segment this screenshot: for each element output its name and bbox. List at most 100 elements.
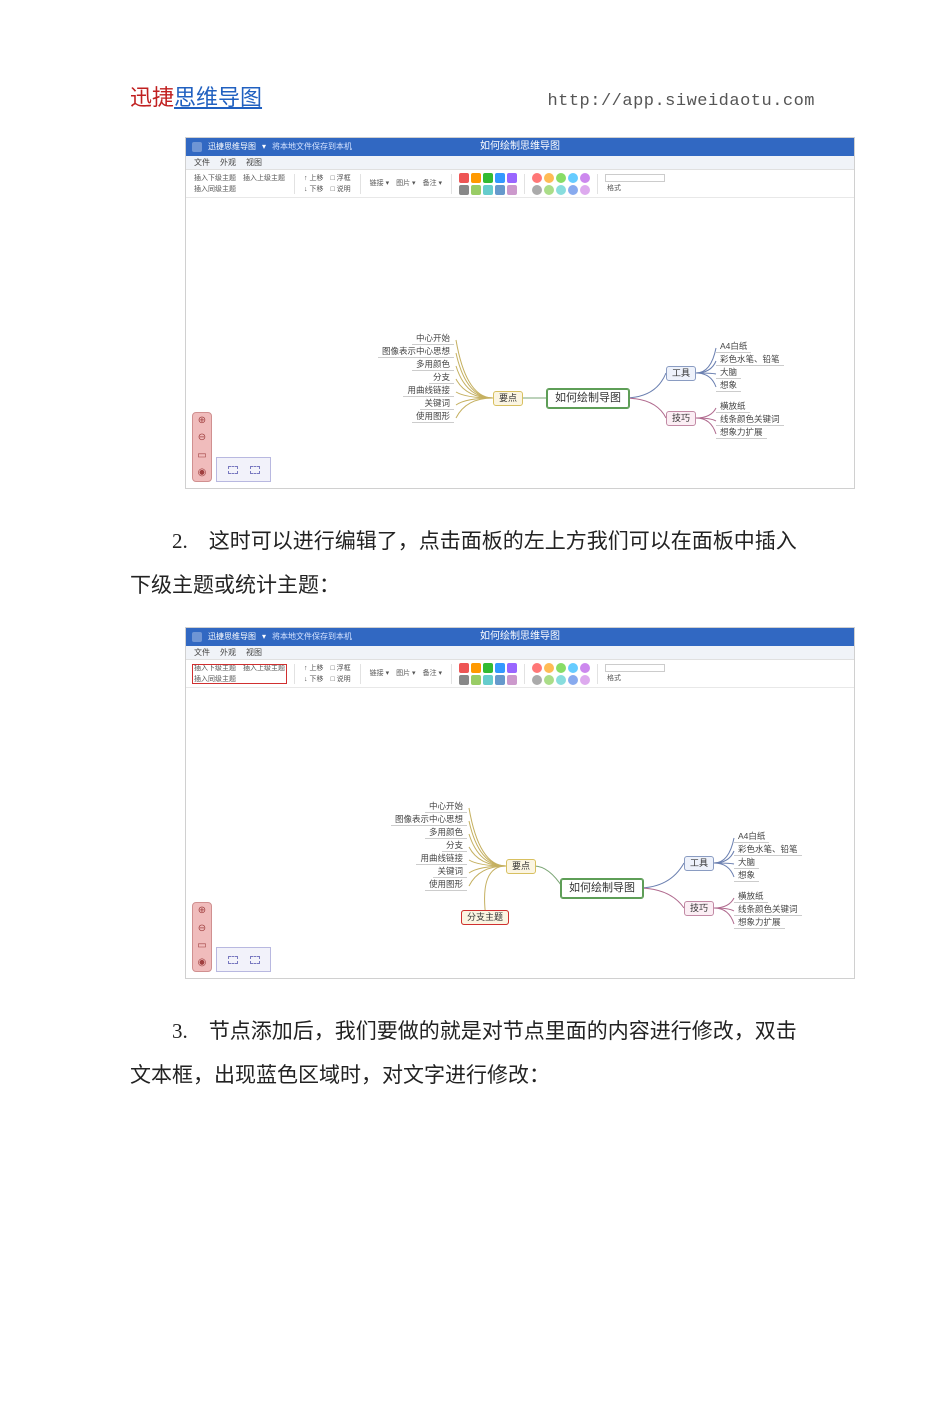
zoom-out-icon[interactable]: ⊖: [198, 924, 206, 934]
link-dd[interactable]: 链接 ▾: [368, 669, 391, 678]
skill-node[interactable]: 技巧: [666, 411, 696, 426]
shape[interactable]: [544, 185, 554, 195]
leaf-left-1[interactable]: 图像表示中心思想: [378, 346, 454, 358]
zoom-control[interactable]: ⊕ ⊖ ▭ ◉: [192, 412, 212, 482]
shape[interactable]: [568, 185, 578, 195]
fit-icon[interactable]: ▭: [197, 941, 206, 951]
leaf-skill-0[interactable]: 横放纸: [716, 401, 750, 413]
move-up[interactable]: ↑ 上移: [302, 664, 325, 673]
note-dd[interactable]: 备注 ▾: [421, 669, 444, 678]
swatch[interactable]: [459, 675, 469, 685]
menu-view[interactable]: 外观: [220, 159, 236, 167]
swatch[interactable]: [507, 173, 517, 183]
zoom-in-icon[interactable]: ⊕: [198, 416, 206, 426]
leaf-skill-2[interactable]: 想象力扩展: [716, 427, 767, 439]
swatch[interactable]: [483, 173, 493, 183]
swatch[interactable]: [495, 663, 505, 673]
shape[interactable]: [568, 663, 578, 673]
shape[interactable]: [580, 173, 590, 183]
leaf-skill-1[interactable]: 线条颜色关键词: [734, 904, 802, 916]
leaf-left-5[interactable]: 关键词: [433, 866, 467, 878]
insert-parent[interactable]: 插入上级主题: [241, 664, 287, 673]
leaf-left-3[interactable]: 分支: [429, 372, 454, 384]
leaf-skill-1[interactable]: 线条颜色关键词: [716, 414, 784, 426]
leaf-tool-3[interactable]: 想象: [734, 870, 759, 882]
shape[interactable]: [532, 173, 542, 183]
leaf-left-0[interactable]: 中心开始: [412, 333, 454, 345]
move-up[interactable]: ↑ 上移: [302, 174, 325, 183]
root-node[interactable]: 如何绘制导图: [546, 388, 630, 409]
swatch[interactable]: [507, 675, 517, 685]
swatch[interactable]: [459, 663, 469, 673]
zoom-control[interactable]: ⊕ ⊖ ▭ ◉: [192, 902, 212, 972]
menu-file[interactable]: 文件: [194, 649, 210, 657]
shape[interactable]: [556, 675, 566, 685]
swatch[interactable]: [495, 173, 505, 183]
fit-icon[interactable]: ▭: [197, 451, 206, 461]
swatch[interactable]: [471, 173, 481, 183]
shape[interactable]: [580, 675, 590, 685]
insert-sibling[interactable]: 插入同级主题: [192, 675, 238, 684]
tool-node[interactable]: 工具: [666, 366, 696, 381]
leaf-left-2[interactable]: 多用颜色: [412, 359, 454, 371]
menu-look[interactable]: 视图: [246, 159, 262, 167]
img-dd[interactable]: 图片 ▾: [394, 669, 417, 678]
shape[interactable]: [568, 173, 578, 183]
leaf-left-5[interactable]: 关键词: [420, 398, 454, 410]
menu-look[interactable]: 视图: [246, 649, 262, 657]
insert-parent[interactable]: 插入上级主题: [241, 174, 287, 183]
leaf-left-4[interactable]: 用曲线链接: [403, 385, 454, 397]
note-box[interactable]: □ 说明: [328, 185, 352, 194]
swatch[interactable]: [507, 185, 517, 195]
shape[interactable]: [532, 185, 542, 195]
note-box[interactable]: □ 说明: [328, 675, 352, 684]
zoom-out-icon[interactable]: ⊖: [198, 433, 206, 443]
shape[interactable]: [544, 173, 554, 183]
shape[interactable]: [544, 675, 554, 685]
canvas[interactable]: 如何绘制导图 要点 工具 技巧 中心开始 图像表示中心思想 多用颜色 分支 用曲…: [186, 198, 854, 488]
minimap[interactable]: [216, 457, 271, 482]
skill-node[interactable]: 技巧: [684, 901, 714, 916]
minimap[interactable]: [216, 947, 271, 972]
insert-child[interactable]: 插入下级主题: [192, 174, 238, 183]
shape[interactable]: [532, 675, 542, 685]
swatch[interactable]: [459, 173, 469, 183]
leaf-left-1[interactable]: 图像表示中心思想: [391, 814, 467, 826]
shape[interactable]: [532, 663, 542, 673]
shape[interactable]: [580, 663, 590, 673]
leaf-tool-1[interactable]: 彩色水笔、铅笔: [716, 354, 784, 366]
canvas-2[interactable]: 如何绘制导图 要点 工具 技巧 中心开始 图像表示中心思想 多用颜色 分支 用曲…: [186, 688, 854, 978]
insert-sibling[interactable]: 插入同级主题: [192, 185, 238, 194]
brand-link[interactable]: 思维导图: [174, 85, 262, 110]
leaf-left-2[interactable]: 多用颜色: [425, 827, 467, 839]
swatch[interactable]: [507, 663, 517, 673]
root-node[interactable]: 如何绘制导图: [560, 878, 644, 899]
leaf-left-0[interactable]: 中心开始: [425, 801, 467, 813]
leaf-left-6[interactable]: 使用图形: [425, 879, 467, 891]
leaf-tool-2[interactable]: 大脑: [716, 367, 741, 379]
format-input[interactable]: [605, 174, 665, 182]
tool-node[interactable]: 工具: [684, 856, 714, 871]
swatch[interactable]: [471, 185, 481, 195]
shape[interactable]: [568, 675, 578, 685]
leaf-tool-0[interactable]: A4白纸: [734, 831, 769, 843]
note-dd[interactable]: 备注 ▾: [421, 179, 444, 188]
swatch[interactable]: [471, 675, 481, 685]
move-down[interactable]: ↓ 下移: [302, 185, 325, 194]
swatch[interactable]: [471, 663, 481, 673]
leaf-tool-1[interactable]: 彩色水笔、铅笔: [734, 844, 802, 856]
move-down[interactable]: ↓ 下移: [302, 675, 325, 684]
swatch[interactable]: [483, 185, 493, 195]
swatch[interactable]: [459, 185, 469, 195]
swatch[interactable]: [495, 185, 505, 195]
swatch[interactable]: [495, 675, 505, 685]
insert-child[interactable]: 插入下级主题: [192, 664, 238, 673]
leaf-left-4[interactable]: 用曲线链接: [416, 853, 467, 865]
shape[interactable]: [556, 185, 566, 195]
yaodian-node[interactable]: 要点: [506, 859, 536, 874]
shape[interactable]: [580, 185, 590, 195]
swatch[interactable]: [483, 675, 493, 685]
menu-file[interactable]: 文件: [194, 159, 210, 167]
menu-view[interactable]: 外观: [220, 649, 236, 657]
new-branch-node[interactable]: 分支主题: [461, 910, 509, 925]
